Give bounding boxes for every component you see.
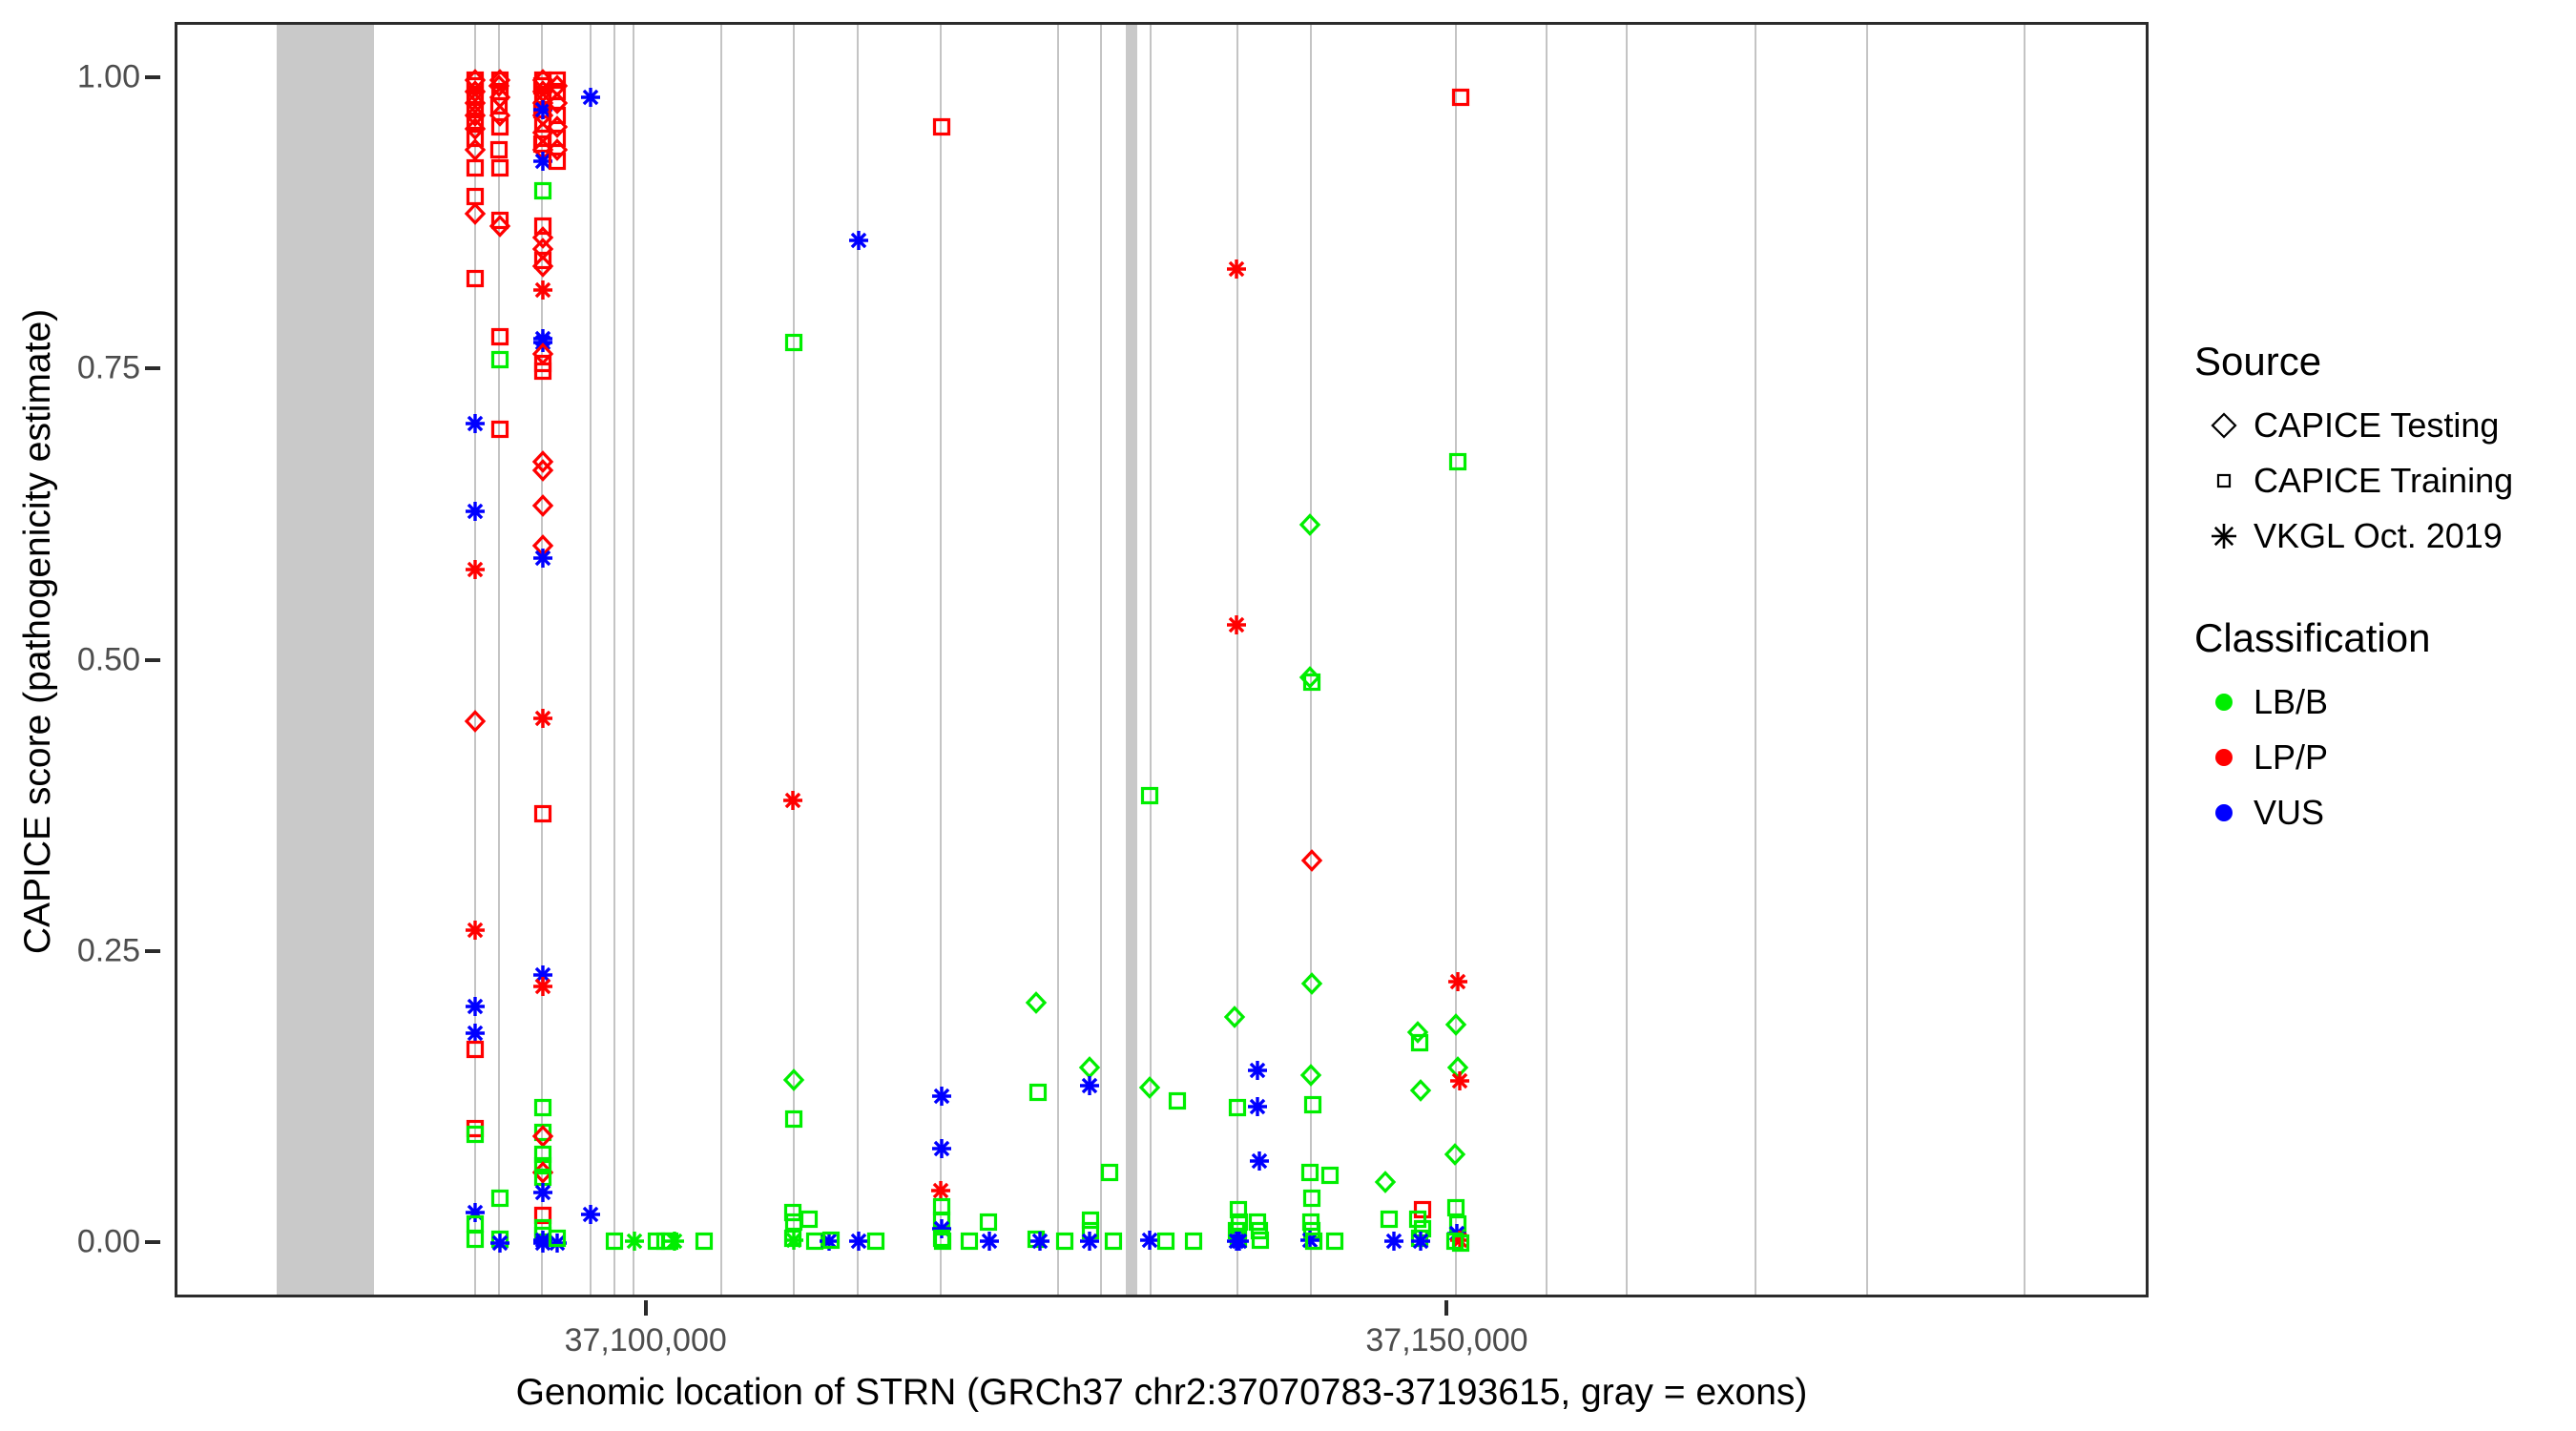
- legend-color-dot-icon: [2194, 797, 2254, 829]
- legend-item-classification-1[interactable]: LP/P: [2194, 730, 2576, 785]
- y-axis: 0.00 0.25 0.50 0.75 1.00: [0, 0, 175, 1431]
- exon-band: [2023, 25, 2025, 1295]
- exon-band: [1454, 25, 1457, 1295]
- exon-band: [857, 25, 860, 1295]
- exon-band: [792, 25, 795, 1295]
- legend-item-source-0[interactable]: CAPICE Testing: [2194, 398, 2576, 453]
- exon-band: [940, 25, 943, 1295]
- diamond-icon: [2194, 409, 2254, 442]
- legend-label: CAPICE Training: [2254, 461, 2514, 500]
- exon-band: [1056, 25, 1059, 1295]
- asterisk-icon: [2194, 520, 2254, 552]
- legend-group-classification: LB/B LP/P VUS: [2194, 674, 2576, 840]
- legend-title-classification: Classification: [2194, 615, 2431, 660]
- exon-band: [613, 25, 615, 1295]
- y-tick-mark: [145, 948, 160, 953]
- exon-band: [497, 25, 500, 1295]
- y-tick-mark: [145, 75, 160, 79]
- exon-band: [1310, 25, 1313, 1295]
- legend-label: VUS: [2254, 793, 2325, 832]
- x-tick-label: 37,100,000: [564, 1322, 727, 1358]
- exon-band: [1866, 25, 1869, 1295]
- legend-item-classification-0[interactable]: LB/B: [2194, 674, 2576, 730]
- plot-area: [177, 25, 2146, 1295]
- exon-band: [541, 25, 544, 1295]
- x-tick-mark: [1444, 1300, 1449, 1316]
- legend-label: LB/B: [2254, 682, 2329, 721]
- legend-label: CAPICE Testing: [2254, 405, 2500, 445]
- legend-label: VKGL Oct. 2019: [2254, 516, 2503, 555]
- x-axis-title: Genomic location of STRN (GRCh37 chr2:37…: [515, 1372, 1808, 1413]
- legend-label: LP/P: [2254, 737, 2329, 777]
- exon-band: [1126, 25, 1137, 1295]
- exon-band: [589, 25, 592, 1295]
- exon-band: [277, 25, 375, 1295]
- legend-group-source: CAPICE Testing CAPICE Training VKGL Oct. 2…: [2194, 398, 2576, 564]
- legend-item-classification-2[interactable]: VUS: [2194, 785, 2576, 840]
- legend-color-dot-icon: [2194, 741, 2254, 774]
- y-tick-label: 0.25: [76, 932, 140, 969]
- y-tick-label: 0.00: [76, 1223, 140, 1260]
- exon-band: [1150, 25, 1153, 1295]
- y-tick-label: 0.50: [76, 641, 140, 677]
- exon-band: [1100, 25, 1103, 1295]
- x-tick-mark: [643, 1300, 648, 1316]
- y-tick-mark: [145, 1240, 160, 1244]
- exon-band: [473, 25, 476, 1295]
- exon-band: [720, 25, 723, 1295]
- legend-color-dot-icon: [2194, 686, 2254, 718]
- legend-item-source-1[interactable]: CAPICE Training: [2194, 453, 2576, 508]
- exon-band: [632, 25, 634, 1295]
- y-tick-label: 0.75: [76, 349, 140, 386]
- legend-title-source: Source: [2194, 339, 2322, 384]
- exon-band: [1546, 25, 1548, 1295]
- x-tick-label: 37,150,000: [1365, 1322, 1528, 1358]
- legend: Source CAPICE Testing CAPICE Training VKGL…: [2194, 339, 2576, 840]
- y-tick-mark: [145, 657, 160, 662]
- exon-band: [1236, 25, 1239, 1295]
- legend-spacer: [2194, 564, 2576, 615]
- square-icon: [2194, 465, 2254, 497]
- y-tick-label: 1.00: [76, 58, 140, 95]
- exon-band: [1626, 25, 1629, 1295]
- legend-item-source-2[interactable]: VKGL Oct. 2019: [2194, 508, 2576, 564]
- exon-band: [1754, 25, 1756, 1295]
- y-tick-mark: [145, 366, 160, 371]
- plot-panel: [175, 22, 2149, 1297]
